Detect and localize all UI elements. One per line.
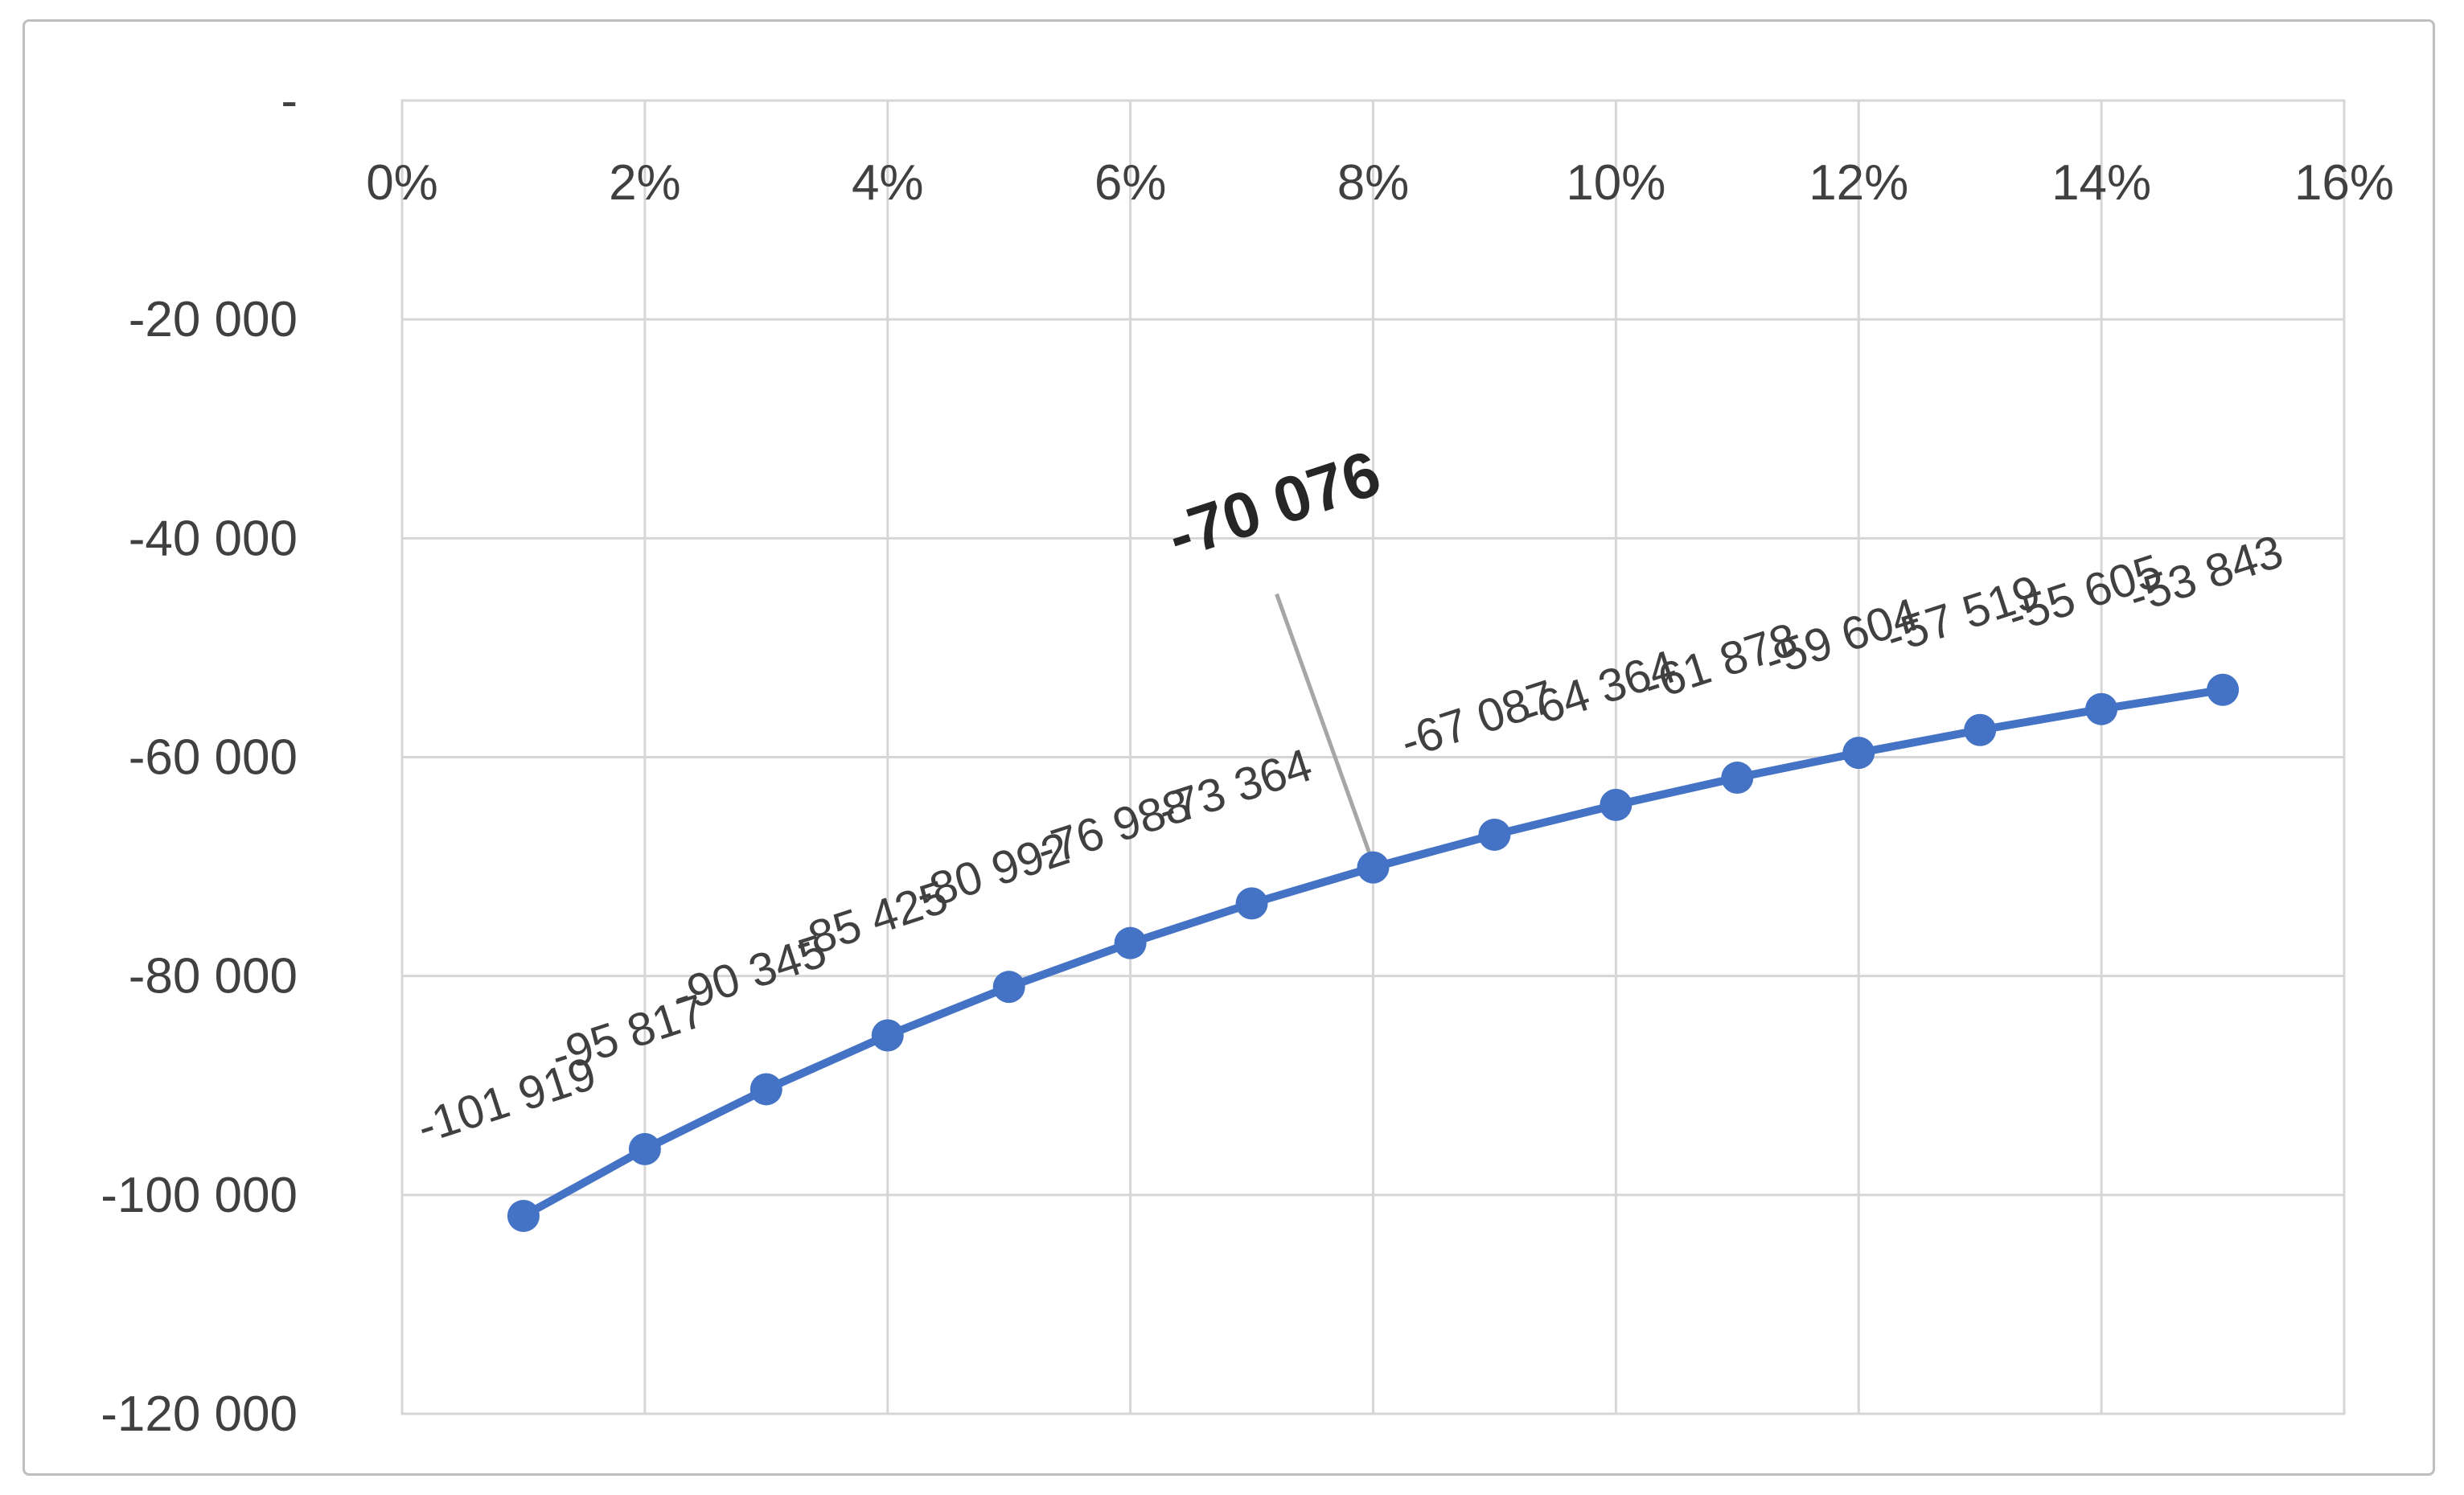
y-tick-label: -120 000: [101, 1386, 298, 1442]
y-tick-label: -: [281, 73, 298, 129]
x-axis-tick-labels: 0% 2% 4% 6% 8% 10% 12% 14% 16%: [366, 155, 2394, 211]
y-tick-label: -40 000: [129, 511, 298, 566]
x-tick-label: 0%: [366, 155, 438, 211]
data-point-marker[interactable]: [1600, 788, 1632, 821]
highlighted-data-label[interactable]: -70 076: [1159, 437, 1389, 572]
x-tick-label: 6%: [1094, 155, 1167, 211]
data-label-leader-line: [1275, 593, 1372, 856]
data-point-marker[interactable]: [1721, 762, 1754, 795]
x-tick-label: 4%: [852, 155, 924, 211]
x-tick-label: 16%: [2294, 155, 2394, 211]
data-point-marker[interactable]: [1235, 887, 1268, 920]
data-point-marker[interactable]: [1478, 818, 1511, 851]
x-tick-label: 2%: [609, 155, 681, 211]
x-tick-label: 10%: [1566, 155, 1665, 211]
y-tick-label: -80 000: [129, 949, 298, 1004]
data-point-marker[interactable]: [2085, 692, 2118, 725]
series-markers: [507, 673, 2240, 1232]
plot-area-border: [400, 99, 2346, 1415]
y-axis-tick-labels: - -20 000 -40 000 -60 000 -80 000 -100 000 -12…: [101, 73, 298, 1442]
y-tick-label: -100 000: [101, 1168, 298, 1223]
data-point-marker[interactable]: [628, 1132, 661, 1165]
data-point-marker[interactable]: [871, 1019, 904, 1052]
data-point-marker[interactable]: [749, 1073, 782, 1106]
data-point-marker[interactable]: [2207, 673, 2240, 706]
y-tick-label: -20 000: [129, 292, 298, 347]
data-point-marker[interactable]: [507, 1199, 540, 1232]
data-label: -53 843: [2122, 525, 2289, 624]
data-point-marker[interactable]: [992, 971, 1025, 1004]
data-point-marker[interactable]: [1114, 926, 1147, 959]
data-point-marker[interactable]: [1357, 851, 1390, 884]
x-tick-label: 8%: [1337, 155, 1410, 211]
x-tick-label: 12%: [1809, 155, 1908, 211]
data-point-marker[interactable]: [1964, 713, 1997, 746]
data-labels: -101 919-95 817-90 345-85 425-80 992-76 …: [411, 525, 2289, 1154]
gridlines: [400, 99, 2346, 1415]
data-point-marker[interactable]: [1842, 737, 1875, 770]
y-tick-label: -60 000: [129, 730, 298, 786]
data-label: -73 364: [1152, 739, 1318, 838]
chart-frame: [23, 19, 2435, 1476]
x-tick-label: 14%: [2051, 155, 2151, 211]
